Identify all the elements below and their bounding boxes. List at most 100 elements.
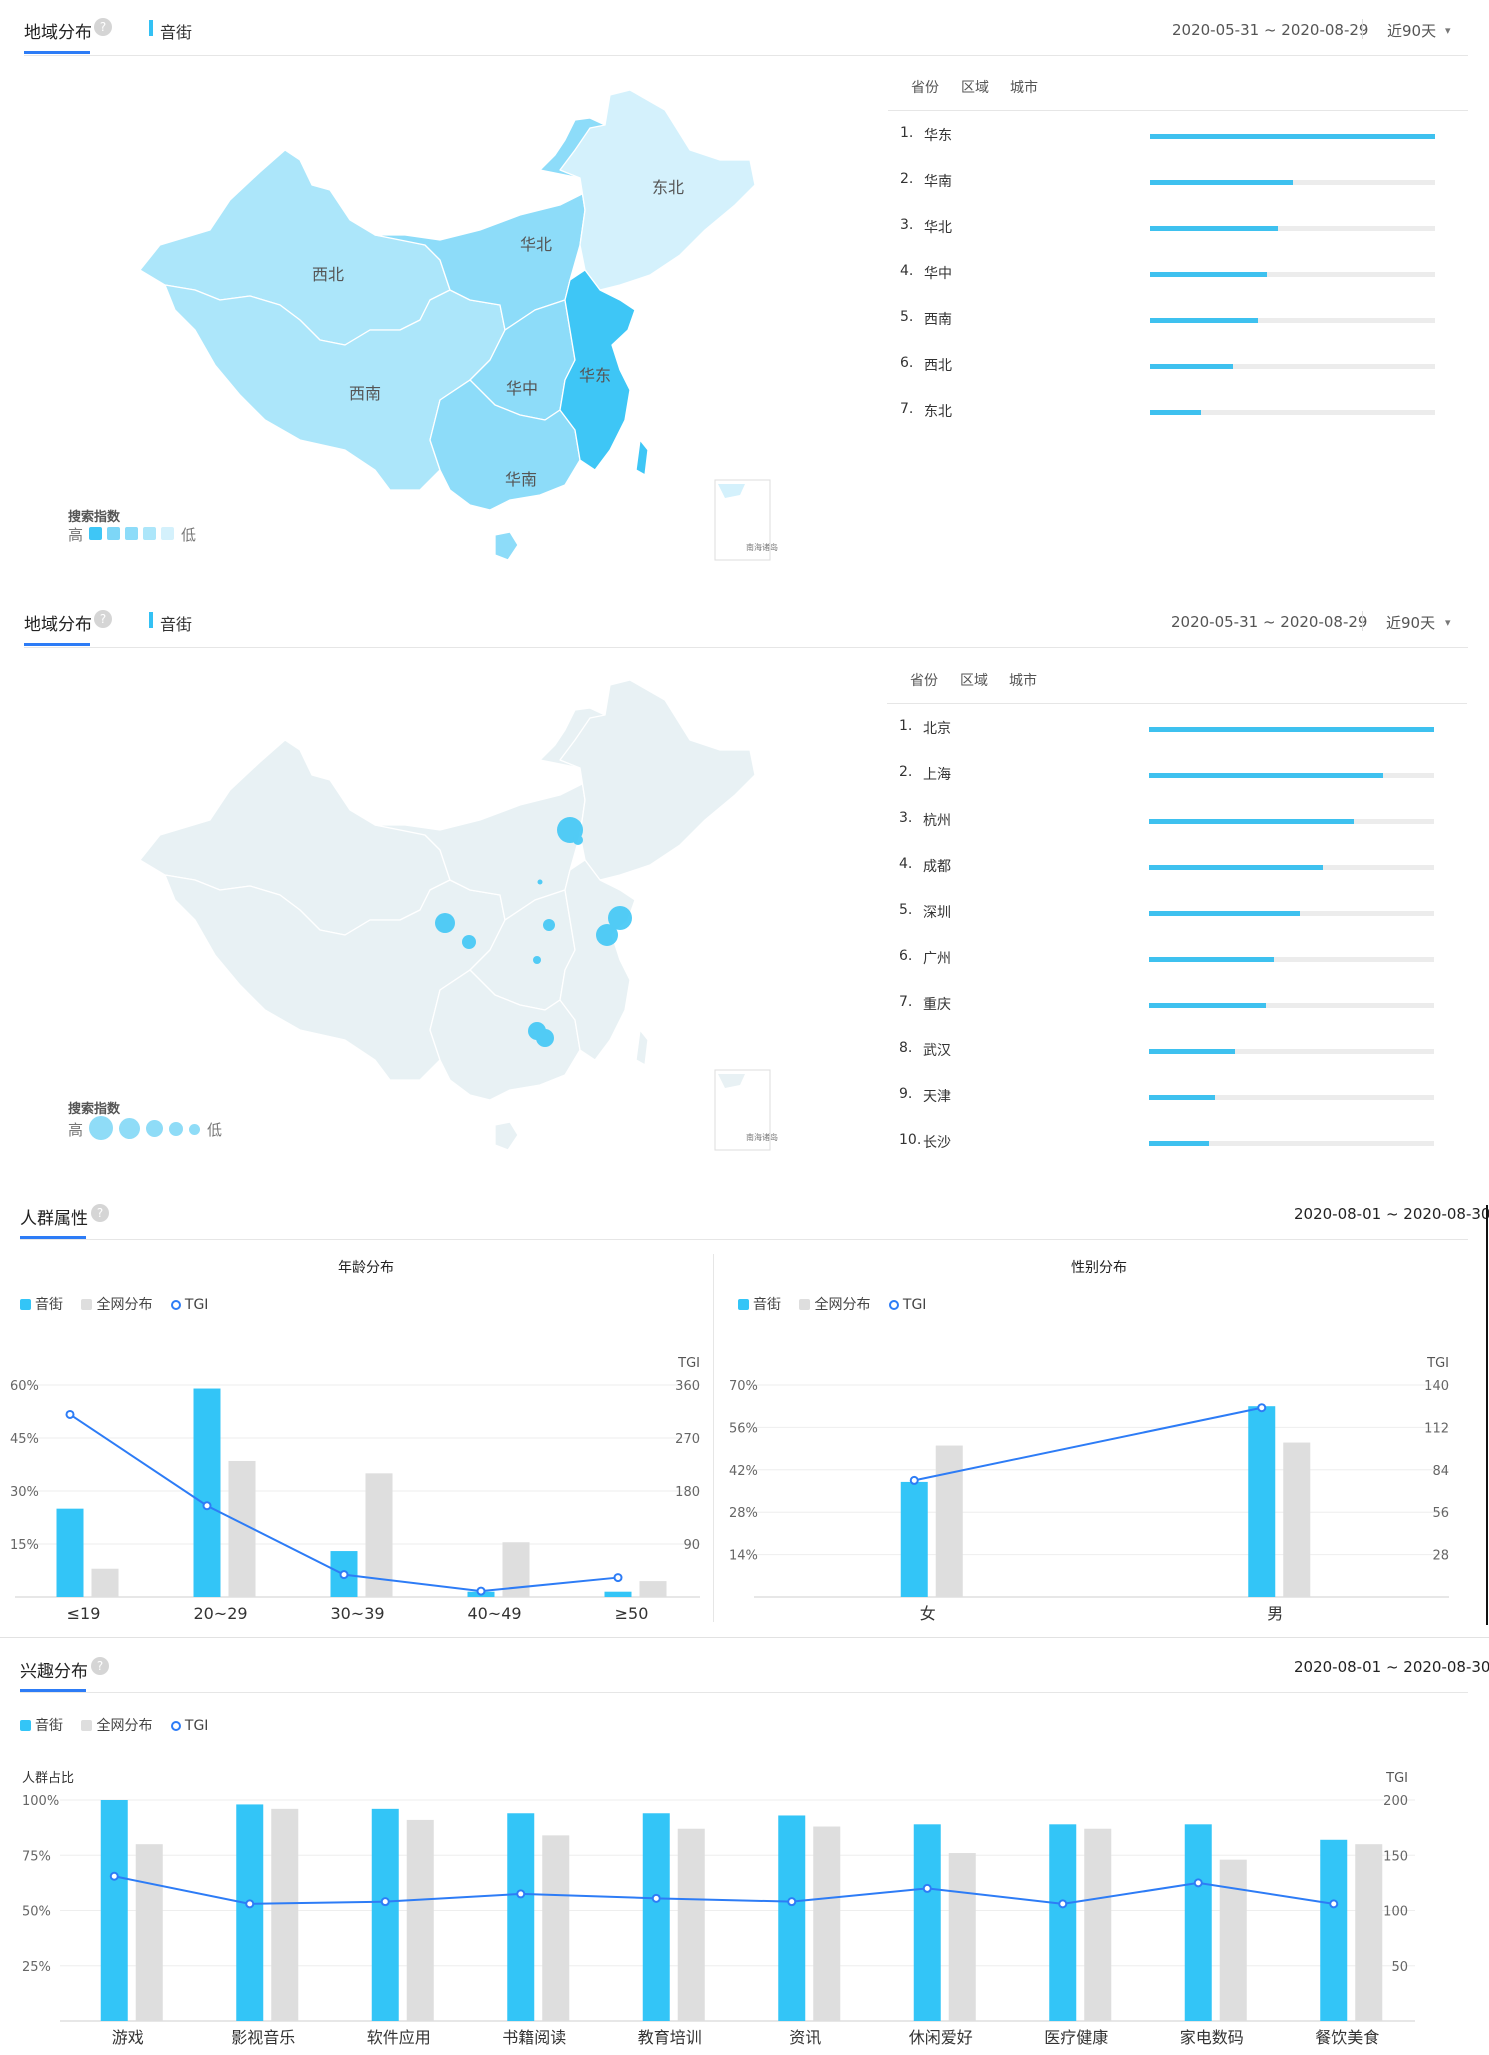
- ranking-row[interactable]: 4. 成都: [899, 856, 1439, 886]
- tgi-point[interactable]: [1257, 1403, 1267, 1413]
- bar-primary[interactable]: [100, 1800, 128, 2021]
- tgi-point[interactable]: [613, 1573, 623, 1583]
- city-bubble-hangzhou[interactable]: [596, 924, 618, 946]
- bar-secondary[interactable]: [91, 1568, 119, 1597]
- help-icon[interactable]: ?: [91, 1204, 109, 1222]
- chevron-down-icon[interactable]: ▾: [1445, 616, 1451, 629]
- bar-primary[interactable]: [236, 1804, 264, 2021]
- section-title[interactable]: 人群属性: [20, 1209, 88, 1229]
- bar-primary[interactable]: [778, 1815, 806, 2021]
- legend-secondary[interactable]: 全网分布: [814, 1297, 871, 1313]
- region-east[interactable]: [559, 269, 636, 471]
- bar-primary[interactable]: [1248, 1406, 1276, 1597]
- legend-primary[interactable]: 音街: [753, 1297, 781, 1313]
- legend-primary-swatch[interactable]: [20, 1720, 31, 1731]
- legend-tgi-marker[interactable]: [170, 1721, 181, 1731]
- bar-secondary[interactable]: [542, 1835, 570, 2021]
- legend-swatch-5[interactable]: [161, 527, 174, 540]
- city-bubble-shanghai[interactable]: [608, 906, 632, 930]
- region-south[interactable]: [429, 379, 581, 511]
- legend-tgi[interactable]: TGI: [902, 1297, 927, 1313]
- bar-primary[interactable]: [1049, 1824, 1077, 2021]
- help-icon[interactable]: ?: [94, 18, 112, 36]
- tgi-point[interactable]: [909, 1475, 919, 1485]
- chevron-down-icon[interactable]: ▾: [1445, 24, 1451, 37]
- legend-swatch-4[interactable]: [143, 527, 156, 540]
- ranking-row[interactable]: 9. 天津: [899, 1086, 1439, 1116]
- tgi-point[interactable]: [1058, 1899, 1068, 1909]
- bar-primary[interactable]: [56, 1508, 84, 1597]
- legend-bubble-3[interactable]: [146, 1120, 163, 1137]
- city-bubble-tianjin[interactable]: [573, 835, 583, 845]
- legend-tgi[interactable]: TGI: [184, 1297, 209, 1313]
- tgi-point[interactable]: [109, 1871, 119, 1881]
- bar-primary[interactable]: [193, 1388, 221, 1597]
- ranking-row[interactable]: 1. 北京: [899, 718, 1439, 748]
- bar-secondary[interactable]: [935, 1445, 963, 1597]
- tgi-point[interactable]: [651, 1893, 661, 1903]
- bar-secondary[interactable]: [677, 1828, 705, 2021]
- city-bubble-guangzhou[interactable]: [528, 1022, 546, 1040]
- ranking-row[interactable]: 2. 上海: [899, 764, 1439, 794]
- help-icon[interactable]: ?: [94, 610, 112, 628]
- tgi-point[interactable]: [339, 1570, 349, 1580]
- subtab-region[interactable]: 区域: [960, 673, 988, 689]
- tgi-point[interactable]: [1193, 1878, 1203, 1888]
- bar-secondary[interactable]: [639, 1581, 667, 1597]
- legend-primary[interactable]: 音街: [35, 1297, 63, 1313]
- legend-tgi[interactable]: TGI: [184, 1718, 209, 1734]
- legend-secondary[interactable]: 全网分布: [96, 1718, 153, 1734]
- bar-primary[interactable]: [913, 1824, 941, 2021]
- bar-secondary[interactable]: [228, 1460, 256, 1597]
- tgi-point[interactable]: [202, 1501, 212, 1511]
- tgi-point[interactable]: [380, 1897, 390, 1907]
- tgi-point[interactable]: [922, 1883, 932, 1893]
- section-title[interactable]: 地域分布: [24, 23, 92, 43]
- legend-tgi-marker[interactable]: [888, 1300, 899, 1310]
- region-north[interactable]: [374, 117, 606, 331]
- legend-swatch-2[interactable]: [107, 527, 120, 540]
- legend-swatch-3[interactable]: [125, 527, 138, 540]
- bar-primary[interactable]: [1184, 1824, 1212, 2021]
- ranking-row[interactable]: 5. 西南: [900, 309, 1440, 339]
- ranking-row[interactable]: 1. 华东: [900, 125, 1440, 155]
- bar-secondary[interactable]: [135, 1844, 163, 2021]
- ranking-row[interactable]: 4. 华中: [900, 263, 1440, 293]
- bar-primary[interactable]: [371, 1808, 399, 2021]
- legend-bubble-5[interactable]: [189, 1124, 200, 1135]
- subtab-region[interactable]: 区域: [961, 80, 989, 96]
- bar-secondary[interactable]: [271, 1808, 299, 2021]
- tgi-point[interactable]: [787, 1897, 797, 1907]
- subtab-province[interactable]: 省份: [910, 673, 938, 689]
- bar-primary[interactable]: [604, 1591, 632, 1597]
- ranking-row[interactable]: 8. 武汉: [899, 1040, 1439, 1070]
- bar-primary[interactable]: [507, 1813, 535, 2021]
- section-title[interactable]: 地域分布: [24, 615, 92, 635]
- city-bubble-chongqing[interactable]: [462, 935, 476, 949]
- bar-secondary[interactable]: [1283, 1442, 1311, 1597]
- legend-secondary-swatch[interactable]: [799, 1299, 811, 1310]
- bar-secondary[interactable]: [365, 1473, 393, 1597]
- tgi-point[interactable]: [245, 1899, 255, 1909]
- ranking-row[interactable]: 3. 杭州: [899, 810, 1439, 840]
- legend-secondary-swatch[interactable]: [81, 1720, 93, 1731]
- legend-primary[interactable]: 音街: [35, 1718, 63, 1734]
- bar-primary[interactable]: [642, 1813, 670, 2021]
- bar-primary[interactable]: [900, 1481, 928, 1597]
- tgi-point[interactable]: [65, 1409, 75, 1419]
- period-select[interactable]: 近90天: [1387, 22, 1437, 40]
- bar-secondary[interactable]: [1084, 1828, 1112, 2021]
- period-select[interactable]: 近90天: [1386, 614, 1436, 632]
- help-icon[interactable]: ?: [91, 1657, 109, 1675]
- subtab-city[interactable]: 城市: [1010, 80, 1038, 96]
- bar-secondary[interactable]: [406, 1819, 434, 2021]
- ranking-row[interactable]: 2. 华南: [900, 171, 1440, 201]
- bar-secondary[interactable]: [948, 1853, 976, 2021]
- bar-primary[interactable]: [1320, 1839, 1348, 2021]
- tgi-point[interactable]: [1329, 1899, 1339, 1909]
- region-northeast[interactable]: [559, 89, 756, 291]
- legend-bubble-4[interactable]: [169, 1122, 183, 1136]
- legend-bubble-2[interactable]: [119, 1118, 140, 1139]
- bar-secondary[interactable]: [1355, 1844, 1383, 2021]
- legend-tgi-marker[interactable]: [170, 1300, 181, 1310]
